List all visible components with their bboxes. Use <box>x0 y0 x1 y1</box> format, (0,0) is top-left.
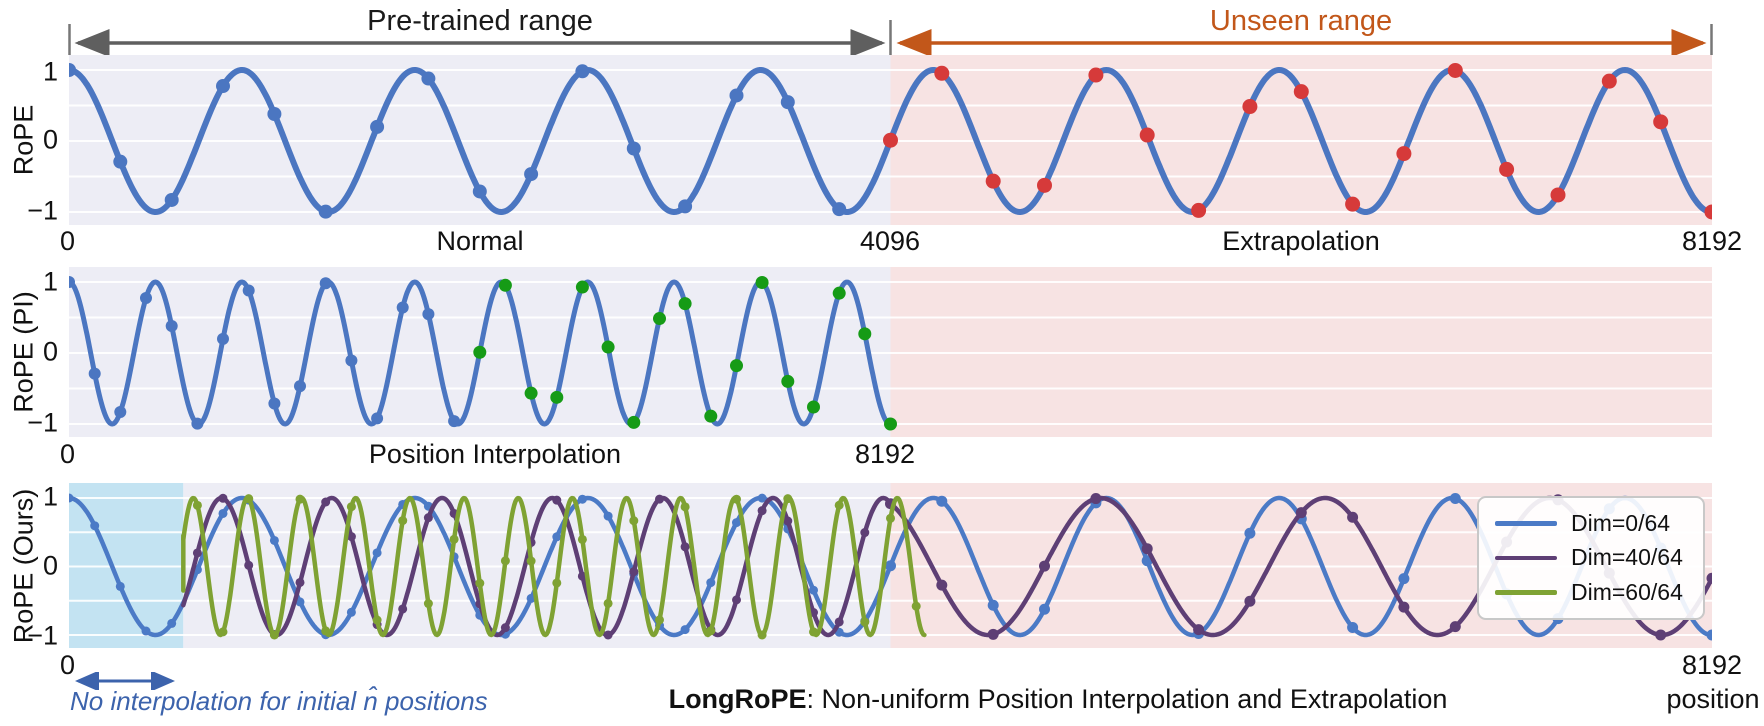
p3-ytick-0: 0 <box>42 550 58 581</box>
p1-label-8192: 8192 <box>1681 226 1743 256</box>
p2-ytick-neg1: −1 <box>27 407 58 438</box>
p3-ytick-neg1: −1 <box>27 620 58 651</box>
p3-xlabel-origin: 0 <box>60 650 76 680</box>
legend-line-dim40 <box>1495 555 1557 561</box>
p3-label-8192: 8192 <box>1681 650 1743 680</box>
legend-label-dim40: Dim=40/64 <box>1571 544 1683 571</box>
p3-label-position: position <box>1666 684 1760 714</box>
p1-ytick-neg1: −1 <box>27 195 58 226</box>
initial-positions-arrow <box>75 672 175 690</box>
rope-normal-extrapolation-chart <box>69 55 1712 225</box>
legend-row-dim0: Dim=0/64 <box>1495 509 1695 536</box>
legend-row-dim40: Dim=40/64 <box>1495 546 1695 569</box>
p3-ytick-1: 1 <box>42 481 58 512</box>
p2-label-position-interpolation: Position Interpolation <box>368 439 622 469</box>
p2-label-8192: 8192 <box>854 439 916 469</box>
figure-caption-rest: : Non-uniform Position Interpolation and… <box>806 684 1448 714</box>
p2-ytick-0: 0 <box>42 336 58 367</box>
pretrained-range-label: Pre-trained range <box>367 5 593 37</box>
p1-label-normal: Normal <box>436 226 524 256</box>
legend-row-dim60: Dim=60/64 <box>1495 581 1695 604</box>
p1-label-extrapolation: Extrapolation <box>1222 226 1380 256</box>
p2-xlabel-origin: 0 <box>60 439 76 469</box>
legend-line-dim60 <box>1495 590 1557 595</box>
p1-xlabel-origin: 0 <box>60 226 76 256</box>
p2-ytick-1: 1 <box>42 266 58 297</box>
p1-label-4096: 4096 <box>859 226 921 256</box>
legend-line-dim0 <box>1495 521 1557 526</box>
unseen-range-label: Unseen range <box>1210 5 1392 37</box>
dim-legend: Dim=0/64 Dim=40/64 Dim=60/64 <box>1477 496 1705 620</box>
rope-position-interpolation-chart <box>69 267 1712 437</box>
p1-ytick-0: 0 <box>42 124 58 155</box>
legend-label-dim0: Dim=0/64 <box>1571 509 1671 536</box>
rope-ours-chart <box>69 483 1712 648</box>
range-arrows-header: Pre-trained range Unseen range <box>68 5 1713 55</box>
no-interpolation-note: No interpolation for initial n̂ position… <box>70 686 488 716</box>
legend-label-dim60: Dim=60/64 <box>1571 579 1683 606</box>
figure-caption-title: LongRoPE <box>668 684 807 714</box>
p1-ytick-1: 1 <box>42 56 58 87</box>
figure-caption: LongRoPE: Non-uniform Position Interpola… <box>669 684 1448 715</box>
